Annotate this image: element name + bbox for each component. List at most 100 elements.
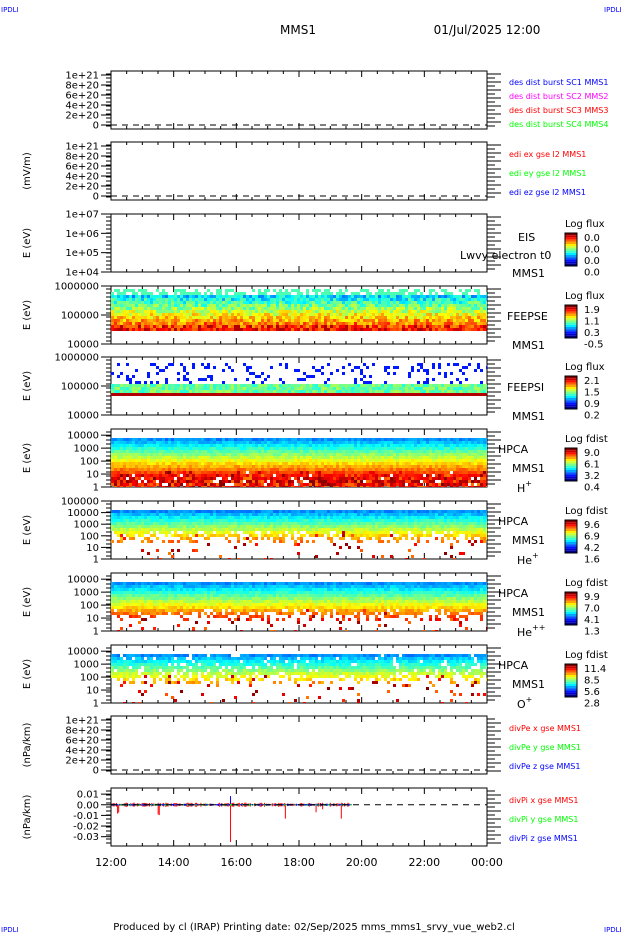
colorbar-swatch xyxy=(565,607,577,610)
instrument-label: HPCA xyxy=(498,659,529,672)
y-tick-label: 10 xyxy=(86,686,99,697)
colorbar-frame xyxy=(564,591,578,626)
y-tick-label: 8e+20 xyxy=(65,726,99,737)
colorbar-swatch xyxy=(565,605,577,608)
colorbar-tick-label: 1.3 xyxy=(584,627,600,638)
colorbar-swatch xyxy=(565,313,577,316)
spectrogram-hpca-o xyxy=(111,645,487,703)
instrument-label: FEEPSI xyxy=(507,381,544,394)
y-axis-label: E (eV) xyxy=(22,228,33,258)
x-tick-label: 12:00 xyxy=(95,856,127,869)
y-tick-label: 10 xyxy=(86,614,99,625)
colorbar-swatch xyxy=(565,675,577,678)
y-axis-label: (nPa/km) xyxy=(22,723,33,768)
legend-entry: des dist burst SC4 MMS4 xyxy=(509,120,608,129)
colorbar-swatch xyxy=(565,450,577,453)
y-tick-label: 1e+21 xyxy=(65,142,99,153)
y-tick-label: 8e+20 xyxy=(65,152,99,163)
colorbar-swatch xyxy=(565,539,577,542)
y-tick-label: 1e+06 xyxy=(65,229,99,240)
colorbar-swatch xyxy=(565,692,577,695)
colorbar-swatch xyxy=(565,333,577,336)
spectrogram-feepse xyxy=(111,286,487,344)
y-tick-label: 1 xyxy=(93,555,99,566)
x-tick-label: 14:00 xyxy=(158,856,190,869)
legend-entry: edi ey gse l2 MMS1 xyxy=(509,169,587,178)
y-tick-label: -0.01 xyxy=(73,811,99,822)
colorbar-swatch xyxy=(565,237,577,240)
y-tick-label: 2e+20 xyxy=(65,111,99,122)
colorbar-tick-label: 0.2 xyxy=(584,411,600,422)
footer-credit: Produced by cl (IRAP) Printing date: 02/… xyxy=(113,922,514,933)
colorbar-swatch xyxy=(565,535,577,538)
y-tick-label: 100 xyxy=(80,531,99,542)
colorbar-title: Log fdist xyxy=(565,434,608,445)
colorbar-swatch xyxy=(565,616,577,619)
colorbar-swatch xyxy=(565,239,577,242)
header-spacecraft: MMS1 xyxy=(280,23,316,37)
colorbar-swatch xyxy=(565,594,577,597)
y-tick-label: 1000000 xyxy=(54,282,99,293)
x-tick-label: 00:00 xyxy=(471,856,503,869)
colorbar-swatch xyxy=(565,524,577,527)
x-tick-label: 20:00 xyxy=(346,856,378,869)
y-tick-label: 10000 xyxy=(67,340,99,351)
colorbar-title: Log flux xyxy=(565,291,605,302)
colorbar-swatch xyxy=(565,666,577,669)
y-tick-label: 0 xyxy=(93,121,99,132)
colorbar-tick-label: 7.0 xyxy=(584,604,600,615)
y-tick-label: 10 xyxy=(86,543,99,554)
colorbar-swatch xyxy=(565,327,577,330)
colorbar-swatch xyxy=(565,398,577,401)
spacecraft-label: MMS1 xyxy=(512,534,545,547)
y-axis-label: E (eV) xyxy=(22,300,33,330)
colorbar-swatch xyxy=(565,452,577,455)
colorbar-swatch xyxy=(565,618,577,621)
panel-frame xyxy=(110,213,488,273)
colorbar-swatch xyxy=(565,376,577,379)
colorbar-swatch xyxy=(565,255,577,258)
colorbar-tick-label: 0.0 xyxy=(584,245,600,256)
colorbar-swatch xyxy=(565,620,577,623)
colorbar-tick-label: 6.1 xyxy=(584,460,600,471)
colorbar-swatch xyxy=(565,320,577,323)
y-tick-label: 1000 xyxy=(74,660,99,671)
species-label: He+ xyxy=(517,551,539,567)
y-tick-label: 10000 xyxy=(67,508,99,519)
colorbar-swatch xyxy=(565,690,577,693)
colorbar-swatch xyxy=(565,461,577,464)
colorbar-swatch xyxy=(565,402,577,405)
colorbar-tick-label: -0.5 xyxy=(584,340,604,351)
header-datetime: 01/Jul/2025 12:00 xyxy=(434,23,541,37)
x-tick-label: 18:00 xyxy=(283,856,315,869)
colorbar-swatch xyxy=(565,609,577,612)
colorbar-swatch xyxy=(565,233,577,236)
y-tick-label: 0.01 xyxy=(77,790,99,801)
colorbar-tick-label: 0.0 xyxy=(584,256,600,267)
y-axis-label: (mV/m) xyxy=(22,152,33,190)
overlay-label: Lwvy electron t0 xyxy=(460,249,551,262)
y-tick-label: 6e+20 xyxy=(65,91,99,102)
colorbar-swatch xyxy=(565,470,577,473)
colorbar-swatch xyxy=(565,474,577,477)
colorbar-swatch xyxy=(565,393,577,396)
colorbar-swatch xyxy=(565,614,577,617)
colorbar-swatch xyxy=(565,454,577,457)
colorbar-swatch xyxy=(565,528,577,531)
colorbar-frame xyxy=(564,375,578,410)
colorbar-title: Log flux xyxy=(565,362,605,373)
colorbar-swatch xyxy=(565,250,577,253)
colorbar-swatch xyxy=(565,592,577,595)
colorbar-swatch xyxy=(565,404,577,407)
legend-entry: des dist burst SC3 MMS3 xyxy=(509,106,608,115)
colorbar-tick-label: 0.0 xyxy=(584,268,600,279)
y-tick-label: 1e+07 xyxy=(65,210,99,221)
colorbar-tick-label: 4.1 xyxy=(584,615,600,626)
y-tick-label: 4e+20 xyxy=(65,101,99,112)
colorbar-swatch xyxy=(565,331,577,334)
instrument-label: FEEPSE xyxy=(507,310,548,323)
y-tick-label: 10000 xyxy=(67,411,99,422)
spectrogram-hpca-hepp xyxy=(111,573,487,631)
colorbar-swatch xyxy=(565,257,577,260)
